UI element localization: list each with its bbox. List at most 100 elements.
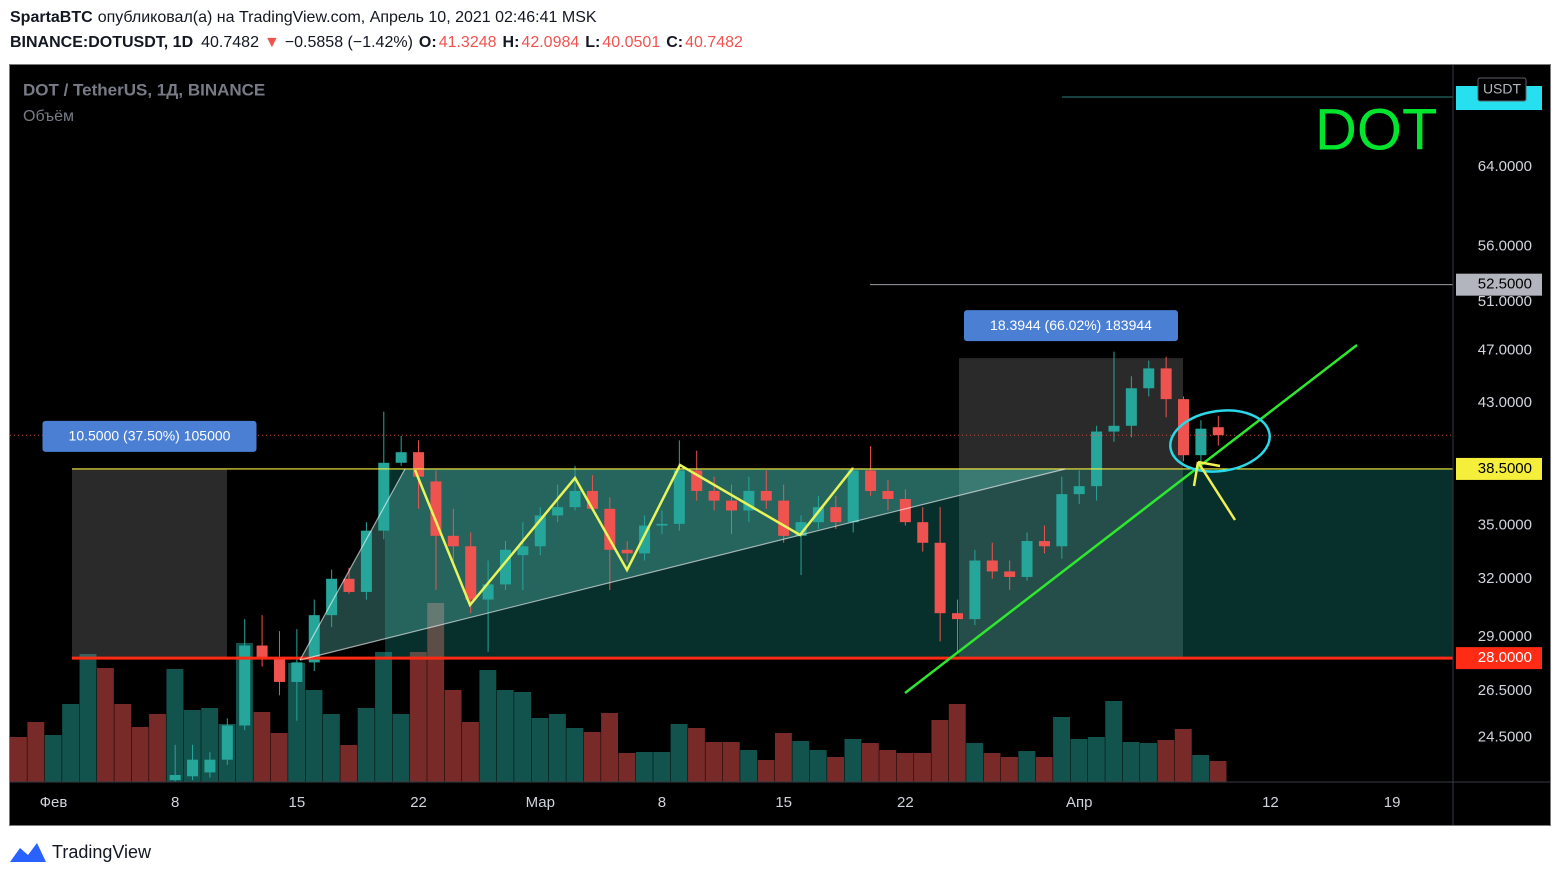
volume-bar xyxy=(879,750,897,782)
byline: SpartaBTC опубликовал(а) на TradingView.c… xyxy=(10,9,597,26)
y-tick-label: 56.0000 xyxy=(1478,237,1532,254)
y-tick-label: 35.0000 xyxy=(1478,517,1532,534)
candle-body xyxy=(899,498,911,523)
volume-bar xyxy=(931,720,949,782)
candle-body xyxy=(743,490,755,511)
level-label-box xyxy=(1456,647,1542,670)
x-tick-label: Апр xyxy=(1066,794,1092,811)
chart-title: DOT / TetherUS, 1Д, BINANCE xyxy=(23,80,265,99)
candle-body xyxy=(1056,494,1068,547)
candle-body xyxy=(812,507,824,523)
candle-body xyxy=(239,645,251,726)
volume-layer xyxy=(10,603,1227,782)
x-tick-label: 22 xyxy=(897,794,914,811)
currency-box xyxy=(1477,77,1527,102)
x-tick-label: 15 xyxy=(775,794,792,811)
volume-bar xyxy=(1035,757,1053,782)
volume-bar xyxy=(844,739,862,782)
trend-line xyxy=(904,344,1358,694)
volume-bar xyxy=(861,743,879,782)
volume-bar xyxy=(688,728,705,782)
candle-body xyxy=(569,490,581,508)
candle-body xyxy=(413,452,425,477)
candle-body xyxy=(673,470,685,524)
candle-body xyxy=(1178,399,1190,456)
candle-body xyxy=(778,500,790,536)
currency: USDT xyxy=(1483,81,1522,97)
measure-label: 18.3944 (66.02%) 183944 xyxy=(990,317,1152,333)
candle-body xyxy=(1004,571,1016,577)
volume-bar xyxy=(653,752,671,782)
y-tick-label: 26.5000 xyxy=(1478,682,1532,699)
level-label-box xyxy=(1456,273,1542,296)
ohlc-value: 42.0984 xyxy=(521,34,579,51)
published: опубликовал(а) на TradingView.com, Апрел… xyxy=(98,9,597,26)
volume-bar xyxy=(166,669,184,782)
candle-body xyxy=(639,525,651,554)
volume-bar xyxy=(757,760,775,782)
volume-bar xyxy=(1209,761,1227,782)
x-tick-label: Мар xyxy=(526,794,555,811)
brand: TradingView xyxy=(52,842,152,862)
candle-body xyxy=(795,522,807,536)
y-tick-label: 64.0000 xyxy=(1478,158,1532,175)
volume-bar xyxy=(548,714,566,782)
volume-bar xyxy=(1070,739,1088,782)
time-axis xyxy=(10,782,1453,825)
volume-bar xyxy=(566,728,584,782)
candle-body xyxy=(691,470,703,491)
volume-bar xyxy=(1140,743,1157,782)
candle-body xyxy=(534,515,546,547)
level-label: 28.0000 xyxy=(1478,649,1532,666)
volume-bar xyxy=(357,708,375,782)
volume-bar xyxy=(340,745,358,782)
triangle-edge xyxy=(299,468,1066,661)
x-tick-label: 8 xyxy=(171,794,179,811)
candle-body xyxy=(204,759,216,773)
candle-body xyxy=(586,490,598,509)
candle-body xyxy=(256,645,268,659)
candle-body xyxy=(395,452,407,463)
volume-bar xyxy=(914,753,931,782)
highlight-circle xyxy=(1169,409,1271,473)
candle-body xyxy=(499,549,511,585)
volume-bar xyxy=(601,713,618,782)
candle-body xyxy=(934,542,946,614)
x-tick-label: Фев xyxy=(40,794,68,811)
y-tick-label: 47.0000 xyxy=(1478,341,1532,358)
candle-body xyxy=(552,507,564,516)
price: 40.7482 xyxy=(201,34,259,51)
candle-body xyxy=(326,578,338,616)
volume-bar xyxy=(774,733,792,782)
candle-body xyxy=(604,508,616,550)
annotation: DOT xyxy=(1315,97,1437,162)
volume-bar xyxy=(635,752,653,782)
volume-bar xyxy=(149,714,166,782)
volume-bar xyxy=(27,722,45,782)
volume-bar xyxy=(583,732,601,782)
candle-body xyxy=(621,549,633,554)
x-tick-label: 15 xyxy=(289,794,306,811)
candle-body xyxy=(1108,425,1120,432)
volume-bar xyxy=(409,652,427,782)
level-label: 38.5000 xyxy=(1478,460,1532,477)
candle-body xyxy=(1160,368,1172,400)
candle-body xyxy=(221,725,233,760)
level-label-box xyxy=(1456,457,1542,480)
x-tick-label: 22 xyxy=(410,794,427,811)
volume-bar xyxy=(253,712,271,782)
measure-label: 10.5000 (37.50%) 105000 xyxy=(69,428,231,444)
volume-bar xyxy=(1053,717,1071,782)
ohlc-key: H: xyxy=(503,34,520,51)
volume-bar xyxy=(827,757,845,782)
y-tick-label: 32.0000 xyxy=(1478,570,1532,587)
y-tick-label: 51.0000 xyxy=(1478,293,1532,310)
candle-body xyxy=(517,546,529,556)
drawings xyxy=(299,96,1453,694)
y-tick-label: 24.5000 xyxy=(1478,728,1532,745)
candle-body xyxy=(708,490,720,501)
candle-body xyxy=(986,560,998,572)
candle-body xyxy=(952,613,964,620)
price-axis xyxy=(1453,65,1550,825)
